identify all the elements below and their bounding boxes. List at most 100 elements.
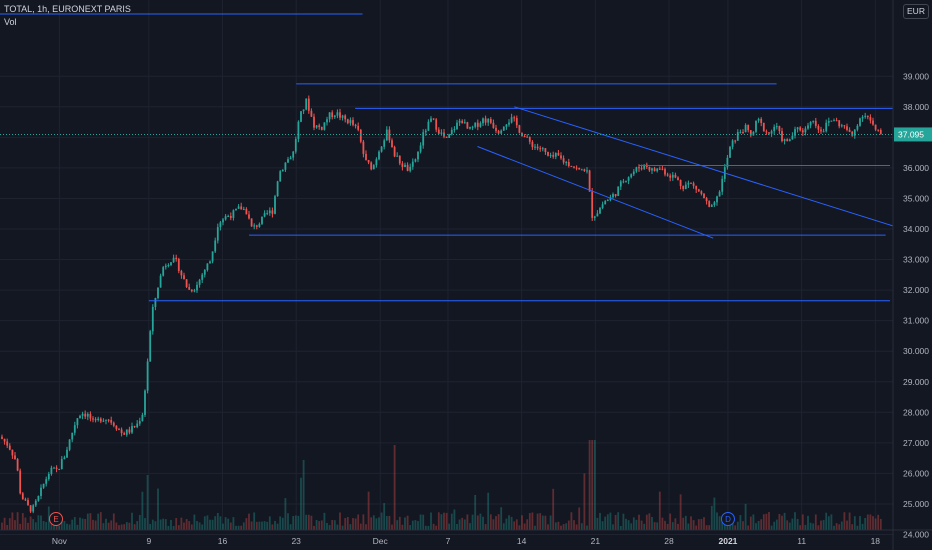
volume-bar xyxy=(440,514,443,530)
candle-body xyxy=(528,137,531,142)
candle-body xyxy=(263,213,266,217)
volume-bar xyxy=(692,520,695,530)
candle-body xyxy=(445,136,448,138)
volume-bar xyxy=(406,515,409,530)
candle-body xyxy=(534,146,536,148)
candle-body xyxy=(258,223,261,227)
candle-body xyxy=(757,118,760,121)
volume-bar xyxy=(840,521,843,530)
volume-bar xyxy=(255,521,258,530)
candle-body xyxy=(500,130,503,134)
volume-bar xyxy=(573,520,575,530)
candle-body xyxy=(666,174,669,176)
trendline-upper-channel[interactable] xyxy=(514,106,894,227)
dividend-marker-label: D xyxy=(725,515,731,524)
volume-bar xyxy=(861,523,864,530)
volume-bar xyxy=(352,518,354,530)
volume-bar xyxy=(812,523,815,530)
candle-body xyxy=(531,141,534,148)
volume-bar xyxy=(739,515,742,530)
volume-bar xyxy=(622,513,625,530)
candle-body xyxy=(630,174,633,178)
volume-bar xyxy=(874,518,877,530)
candle-body xyxy=(300,111,302,122)
volume-bar xyxy=(378,517,380,530)
volume-indicator-label[interactable]: Vol xyxy=(4,17,17,27)
volume-bar xyxy=(131,512,133,530)
volume-bar xyxy=(487,492,490,530)
volume-bar xyxy=(786,520,789,530)
candle-body xyxy=(198,279,201,285)
volume-bar xyxy=(466,514,469,530)
candle-body xyxy=(476,122,479,127)
y-tick-label: 38.000 xyxy=(903,102,929,112)
candle-body xyxy=(570,165,573,167)
candle-body xyxy=(703,193,705,199)
volume-bar xyxy=(645,514,648,530)
volume-bar xyxy=(357,514,360,530)
volume-bar xyxy=(333,520,336,530)
dividend-marker[interactable] xyxy=(720,512,735,526)
volume-bar xyxy=(859,516,861,530)
candle-body xyxy=(721,178,724,192)
candle-body xyxy=(14,455,16,460)
candle-body xyxy=(565,162,568,164)
candle-body xyxy=(679,179,682,186)
candle-body xyxy=(684,184,687,190)
volume-bar xyxy=(877,514,880,530)
candle-body xyxy=(292,151,295,158)
volume-bar xyxy=(820,520,822,530)
candle-body xyxy=(328,112,331,120)
volume-bar xyxy=(437,512,440,530)
candle-body xyxy=(573,166,575,168)
candle-body xyxy=(848,129,851,132)
candle-body xyxy=(149,331,152,362)
candle-body xyxy=(448,134,451,138)
candle-body xyxy=(339,112,341,118)
volume-bar xyxy=(289,524,292,530)
volume-bar xyxy=(107,522,110,530)
drawing-lines[interactable] xyxy=(0,13,894,302)
volume-bar xyxy=(445,512,448,530)
x-tick-label: 16 xyxy=(218,536,228,546)
volume-bar xyxy=(79,517,81,530)
volume-bar xyxy=(463,519,466,530)
volume-bar xyxy=(24,517,27,530)
volume-bar xyxy=(799,525,802,530)
candle-body xyxy=(3,438,6,442)
volume-bar xyxy=(141,491,144,530)
volume-bar xyxy=(742,521,744,530)
volume-bar xyxy=(209,519,211,530)
earnings-marker[interactable] xyxy=(48,512,63,526)
candle-body xyxy=(188,287,191,290)
price-axis[interactable]: 24.000 25.000 26.000 27.000 28.000 29.000 30.0… xyxy=(892,0,929,550)
volume-bar xyxy=(21,513,24,530)
volume-bar xyxy=(827,516,830,530)
volume-bar xyxy=(349,524,352,530)
candle-body xyxy=(255,225,258,227)
candle-body xyxy=(661,168,664,170)
volume-bar xyxy=(448,523,451,530)
candle-body xyxy=(768,132,770,134)
candle-body xyxy=(235,208,237,211)
candle-body xyxy=(21,493,24,500)
volume-bar xyxy=(396,520,399,530)
candle-body xyxy=(305,98,308,110)
trendline-lower-channel[interactable] xyxy=(477,146,714,239)
volume-bar xyxy=(344,518,347,530)
candle-body xyxy=(336,112,339,116)
candle-body xyxy=(861,116,864,119)
candle-body xyxy=(497,130,500,134)
time-axis[interactable]: Nov 9 16 23 Dec 7 14 21 28 2021 11 18 xyxy=(0,529,932,546)
candle-body xyxy=(583,169,586,171)
y-tick-label: 35.000 xyxy=(903,193,929,203)
candle-body xyxy=(742,131,744,133)
currency-button[interactable]: EUR xyxy=(903,4,929,19)
volume-bar xyxy=(817,525,820,530)
candle-body xyxy=(713,202,716,206)
volume-bar xyxy=(729,523,731,530)
candle-body xyxy=(318,125,321,127)
candle-body xyxy=(474,122,477,127)
